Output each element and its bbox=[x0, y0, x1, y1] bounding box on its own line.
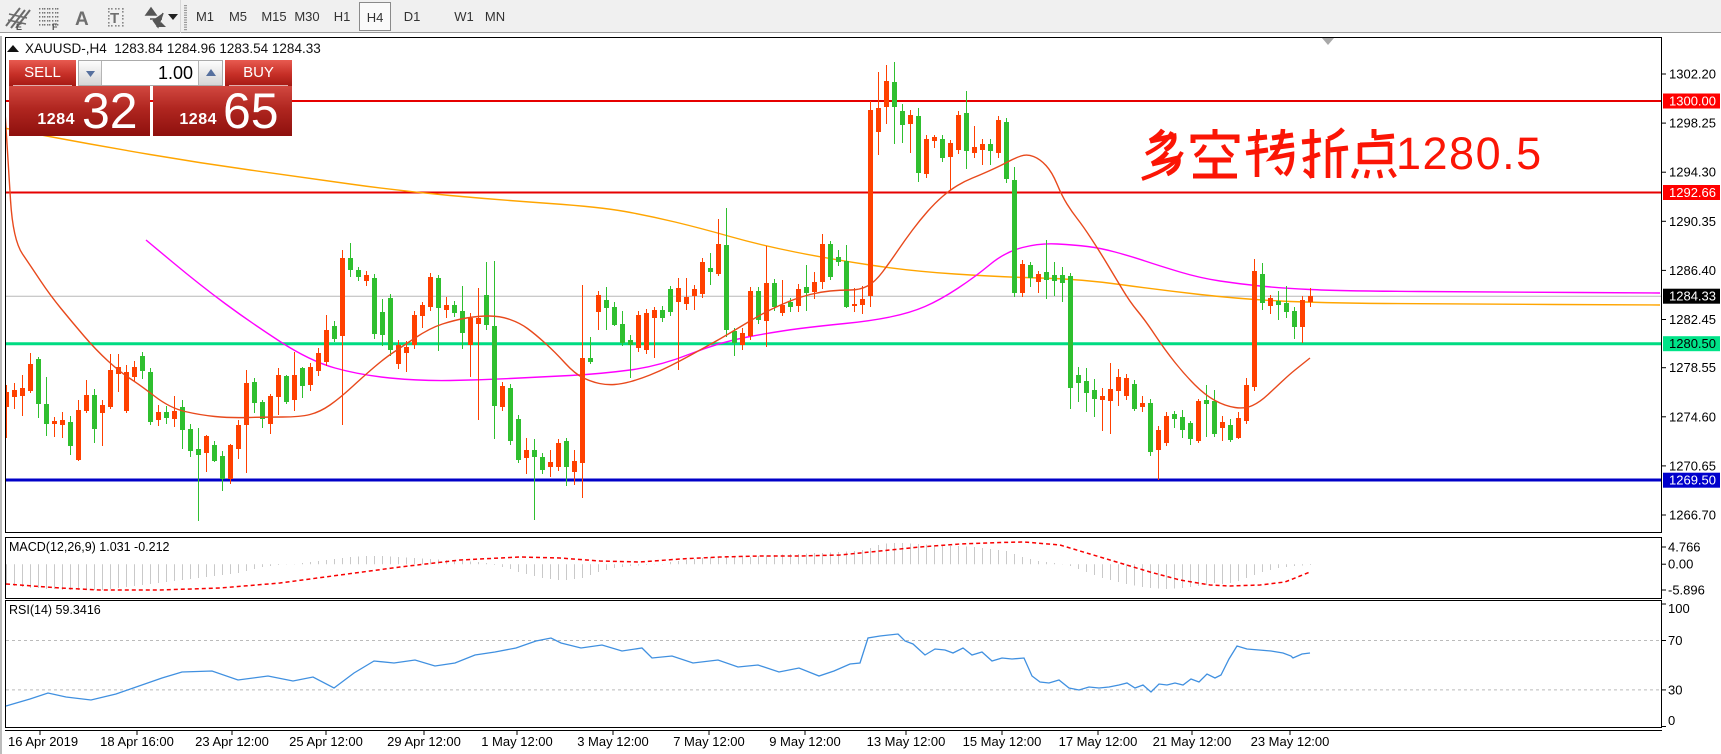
svg-text:1280.5: 1280.5 bbox=[1396, 128, 1543, 179]
svg-text:70: 70 bbox=[1668, 633, 1682, 648]
svg-text:RSI(14) 59.3416: RSI(14) 59.3416 bbox=[9, 603, 101, 617]
svg-text:15 May 12:00: 15 May 12:00 bbox=[963, 734, 1042, 749]
svg-text:100: 100 bbox=[1668, 601, 1690, 616]
svg-text:16 Apr 2019: 16 Apr 2019 bbox=[8, 734, 78, 749]
svg-text:1294.30: 1294.30 bbox=[1669, 165, 1716, 180]
svg-text:18 Apr 16:00: 18 Apr 16:00 bbox=[100, 734, 174, 749]
svg-text:9 May 12:00: 9 May 12:00 bbox=[769, 734, 841, 749]
svg-text:1292.66: 1292.66 bbox=[1669, 185, 1716, 200]
svg-text:29 Apr 12:00: 29 Apr 12:00 bbox=[387, 734, 461, 749]
svg-text:23 May 12:00: 23 May 12:00 bbox=[1251, 734, 1330, 749]
svg-text:23 Apr 12:00: 23 Apr 12:00 bbox=[195, 734, 269, 749]
svg-text:30: 30 bbox=[1668, 682, 1682, 697]
svg-text:1280.50: 1280.50 bbox=[1669, 336, 1716, 351]
svg-text:17 May 12:00: 17 May 12:00 bbox=[1059, 734, 1138, 749]
svg-text:1302.20: 1302.20 bbox=[1669, 67, 1716, 82]
svg-text:1266.70: 1266.70 bbox=[1669, 508, 1716, 523]
svg-text:1290.35: 1290.35 bbox=[1669, 214, 1716, 229]
svg-text:13 May 12:00: 13 May 12:00 bbox=[867, 734, 946, 749]
svg-text:F: F bbox=[52, 22, 58, 32]
svg-text:0.00: 0.00 bbox=[1668, 557, 1693, 572]
svg-text:1270.65: 1270.65 bbox=[1669, 458, 1716, 473]
svg-text:1278.55: 1278.55 bbox=[1669, 360, 1716, 375]
svg-text:1269.50: 1269.50 bbox=[1669, 473, 1716, 488]
svg-text:1300.00: 1300.00 bbox=[1669, 94, 1716, 109]
svg-text:1282.45: 1282.45 bbox=[1669, 312, 1716, 327]
svg-text:XAUUSD-,H4 1283.84 1284.96 12: XAUUSD-,H4 1283.84 1284.96 1283.54 1284.… bbox=[25, 41, 321, 56]
svg-text:21 May 12:00: 21 May 12:00 bbox=[1153, 734, 1232, 749]
svg-text:T: T bbox=[110, 10, 119, 27]
svg-text:E: E bbox=[16, 22, 22, 32]
svg-text:1286.40: 1286.40 bbox=[1669, 263, 1716, 278]
svg-text:A: A bbox=[75, 9, 89, 30]
svg-text:1298.25: 1298.25 bbox=[1669, 116, 1716, 131]
svg-text:MACD(12,26,9) 1.031 -0.212: MACD(12,26,9) 1.031 -0.212 bbox=[9, 540, 170, 554]
svg-text:-5.896: -5.896 bbox=[1668, 583, 1705, 598]
svg-text:1274.60: 1274.60 bbox=[1669, 409, 1716, 424]
svg-text:3 May 12:00: 3 May 12:00 bbox=[577, 734, 649, 749]
svg-text:25 Apr 12:00: 25 Apr 12:00 bbox=[289, 734, 363, 749]
svg-text:4.766: 4.766 bbox=[1668, 540, 1701, 555]
svg-text:7 May 12:00: 7 May 12:00 bbox=[673, 734, 745, 749]
svg-text:1 May 12:00: 1 May 12:00 bbox=[481, 734, 553, 749]
svg-text:0: 0 bbox=[1668, 713, 1675, 728]
svg-text:1284.33: 1284.33 bbox=[1669, 289, 1716, 304]
